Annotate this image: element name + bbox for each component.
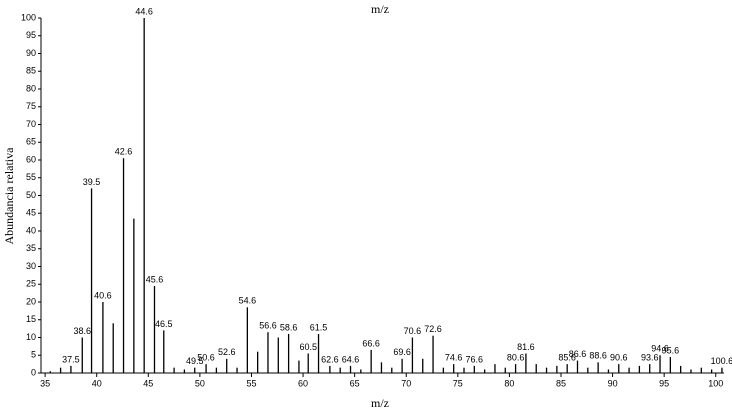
y-tick-label: 85 — [26, 66, 36, 76]
y-tick-label: 5 — [31, 350, 36, 360]
peak-label: 50.6 — [197, 353, 215, 363]
peak-label: 90.6 — [610, 353, 628, 363]
x-tick-label: 35 — [40, 378, 50, 388]
x-tick-label: 50 — [195, 378, 205, 388]
peak-label: 64.6 — [342, 354, 360, 364]
peak-label: 81.6 — [517, 342, 535, 352]
peak-label: 72.6 — [424, 324, 442, 334]
peak-label: 39.5 — [83, 177, 101, 187]
peak-label: 86.6 — [569, 349, 587, 359]
peak-label: 58.6 — [280, 322, 298, 332]
y-tick-label: 60 — [26, 154, 36, 164]
x-tick-label: 65 — [350, 378, 360, 388]
peak-label: 95.6 — [662, 345, 680, 355]
y-tick-label: 30 — [26, 261, 36, 271]
y-tick-label: 55 — [26, 172, 36, 182]
x-tick-label: 90 — [608, 378, 618, 388]
peak-label: 56.6 — [259, 321, 277, 331]
peak-label: 88.6 — [589, 351, 607, 361]
y-tick-label: 80 — [26, 83, 36, 93]
y-tick-label: 35 — [26, 243, 36, 253]
y-tick-label: 90 — [26, 48, 36, 58]
peak-label: 70.6 — [404, 326, 422, 336]
x-tick-label: 40 — [92, 378, 102, 388]
y-tick-label: 70 — [26, 119, 36, 129]
y-tick-label: 15 — [26, 314, 36, 324]
peak-label: 80.6 — [507, 353, 525, 363]
y-tick-label: 10 — [26, 332, 36, 342]
x-tick-label: 100 — [708, 378, 723, 388]
x-tick-label: 85 — [556, 378, 566, 388]
peak-label: 40.6 — [94, 290, 112, 300]
x-axis-label: m/z — [371, 396, 389, 410]
peak-label: 62.6 — [321, 354, 339, 364]
peak-label: 69.6 — [393, 347, 411, 357]
x-tick-label: 45 — [143, 378, 153, 388]
peak-label: 76.6 — [466, 354, 484, 364]
x-tick-label: 70 — [401, 378, 411, 388]
peak-label: 93.6 — [641, 353, 659, 363]
peak-label: 85.6 — [558, 353, 576, 363]
peak-label: 38.6 — [74, 326, 92, 336]
y-tick-label: 95 — [26, 30, 36, 40]
y-tick-label: 0 — [31, 367, 36, 377]
peak-label: 94.6 — [651, 344, 669, 354]
x-tick-label: 60 — [298, 378, 308, 388]
y-axis-label: Abundancia relativa — [2, 147, 16, 245]
y-tick-label: 75 — [26, 101, 36, 111]
y-tick-label: 45 — [26, 208, 36, 218]
x-tick-label: 55 — [246, 378, 256, 388]
peak-label: 74.6 — [445, 353, 463, 363]
peak-label: 44.6 — [135, 6, 153, 16]
y-tick-label: 100 — [21, 12, 36, 22]
peak-label: 42.6 — [115, 147, 133, 157]
peak-label: 46.5 — [155, 319, 173, 329]
peak-label: 52.6 — [218, 347, 236, 357]
x-tick-label: 75 — [453, 378, 463, 388]
peak-label: 37.5 — [62, 354, 80, 364]
peak-label: 49.5 — [186, 356, 204, 366]
peak-label: 66.6 — [362, 338, 380, 348]
y-tick-label: 65 — [26, 137, 36, 147]
y-tick-label: 50 — [26, 190, 36, 200]
peak-label: 45.6 — [146, 274, 164, 284]
peak-label: 100.6 — [711, 356, 732, 366]
x-tick-label: 80 — [504, 378, 514, 388]
y-tick-label: 40 — [26, 225, 36, 235]
x-tick-label: 95 — [659, 378, 669, 388]
chart-title: m/z — [371, 2, 389, 16]
peak-label: 54.6 — [239, 296, 257, 306]
y-tick-label: 20 — [26, 296, 36, 306]
y-tick-label: 25 — [26, 279, 36, 289]
peak-label: 61.5 — [310, 322, 328, 332]
peak-label: 60.5 — [299, 342, 317, 352]
